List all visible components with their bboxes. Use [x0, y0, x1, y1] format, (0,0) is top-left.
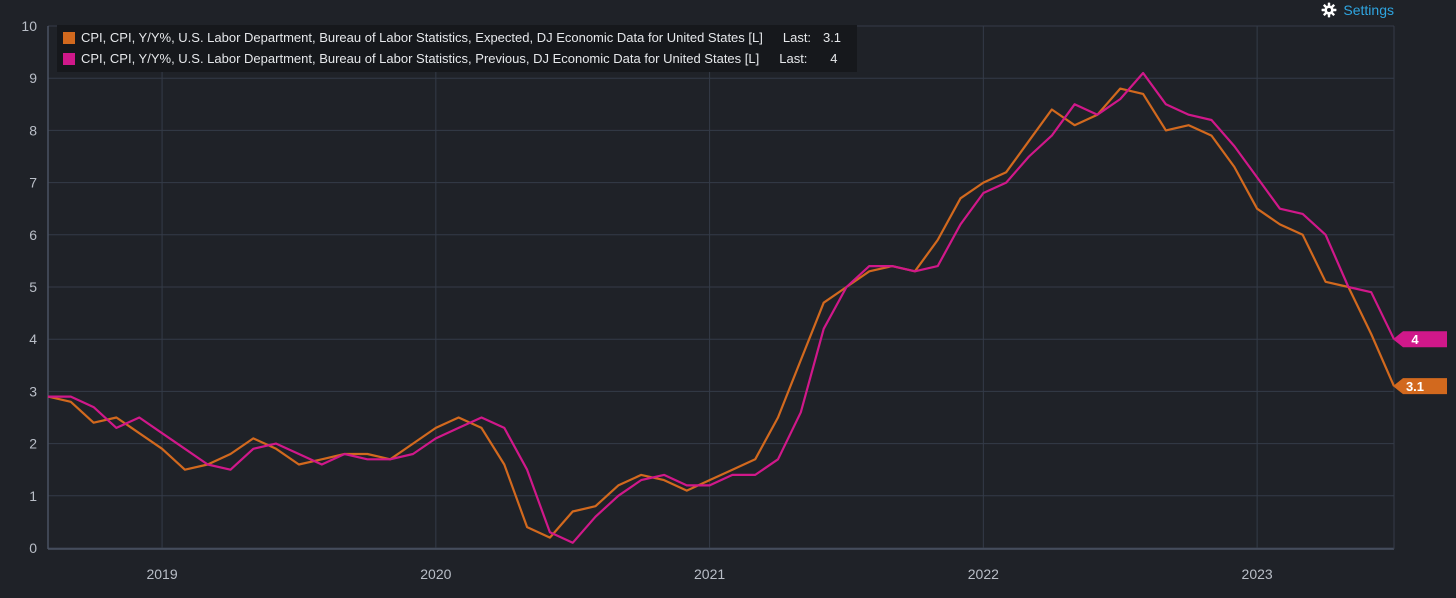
y-tick-label: 9: [29, 70, 37, 86]
last-value-label-previous: 4: [1411, 332, 1419, 347]
chart-legend: CPI, CPI, Y/Y%, U.S. Labor Department, B…: [57, 25, 858, 72]
x-tick-label: 2020: [420, 566, 451, 582]
x-tick-label: 2021: [694, 566, 725, 582]
legend-last-label-expected: Last:: [782, 30, 812, 45]
legend-last-value-expected: 3.1: [822, 30, 842, 45]
legend-item-previous[interactable]: CPI, CPI, Y/Y%, U.S. Labor Department, B…: [63, 48, 841, 69]
y-tick-label: 5: [29, 279, 37, 295]
x-tick-label: 2019: [146, 566, 177, 582]
settings-label[interactable]: Settings: [1343, 2, 1394, 18]
x-tick-label: 2022: [968, 566, 999, 582]
y-tick-label: 1: [29, 488, 37, 504]
y-tick-label: 0: [29, 540, 37, 556]
legend-swatch-expected: [63, 31, 75, 44]
last-value-tag-expected: [1393, 378, 1447, 395]
y-tick-label: 3: [29, 383, 37, 399]
series-line-previous: [48, 71, 1395, 544]
legend-label-previous: CPI, CPI, Y/Y%, U.S. Labor Department, B…: [81, 51, 760, 66]
y-tick-label: 10: [21, 18, 37, 34]
y-tick-label: 7: [29, 175, 37, 191]
legend-item-expected[interactable]: CPI, CPI, Y/Y%, U.S. Labor Department, B…: [63, 27, 841, 48]
last-value-tag-previous: [1393, 331, 1447, 348]
series-line-expected: [47, 87, 1396, 539]
y-tick-label: 6: [29, 227, 37, 243]
y-tick-label: 4: [29, 331, 37, 347]
legend-swatch-previous: [63, 52, 75, 65]
legend-label-expected: CPI, CPI, Y/Y%, U.S. Labor Department, B…: [81, 30, 763, 45]
last-value-label-expected: 3.1: [1406, 379, 1424, 394]
y-tick-label: 2: [29, 436, 37, 452]
legend-last-value-previous: 4: [830, 51, 838, 66]
y-tick-label: 8: [29, 122, 37, 138]
legend-last-label-previous: Last:: [779, 51, 808, 66]
settings-button[interactable]: Settings: [1321, 2, 1394, 18]
x-tick-label: 2023: [1242, 566, 1273, 582]
gear-icon: [1322, 2, 1337, 18]
